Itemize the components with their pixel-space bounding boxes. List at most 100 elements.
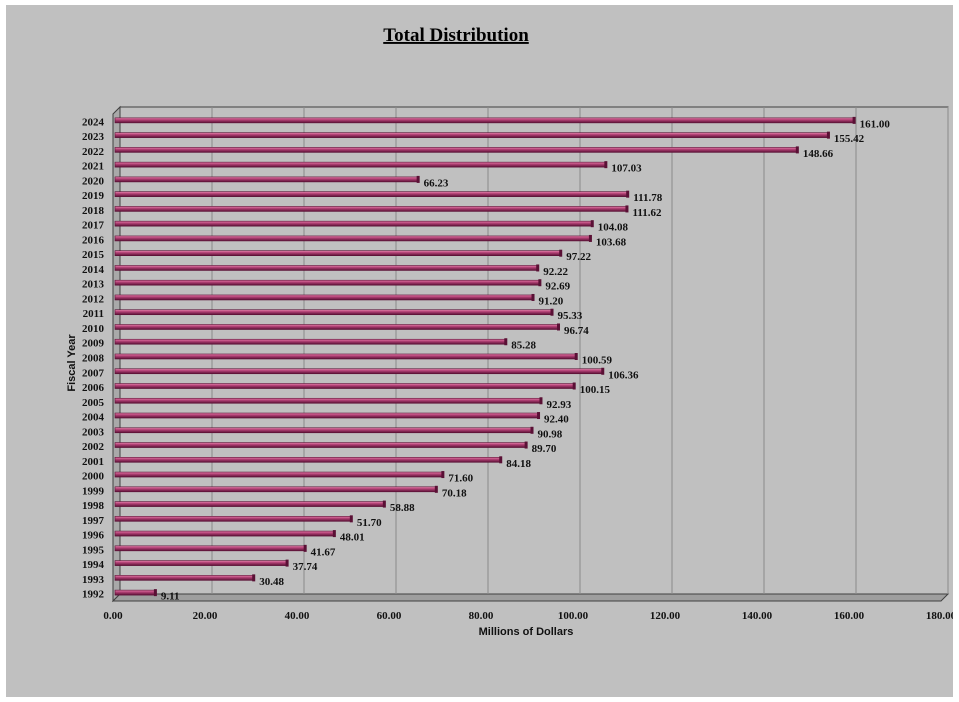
bar-end-cap [504,338,508,346]
y-tick-label: 2023 [82,131,105,143]
bar-end-cap [434,485,438,493]
data-label: 51.70 [357,517,382,529]
bar-end-cap [332,530,336,538]
bar-end-cap [530,426,534,434]
bar-end-cap [349,515,353,523]
bar-end-cap [795,146,799,154]
bar [114,324,559,330]
bar-end-cap [153,589,157,597]
bar-end-cap [559,249,563,257]
y-tick-label: 1993 [82,574,105,586]
data-label: 30.48 [259,576,284,588]
data-label: 58.88 [390,502,415,514]
bar [114,206,627,212]
data-label: 66.23 [424,177,449,189]
bar [114,161,606,168]
y-tick-label: 2014 [82,264,105,276]
y-tick-label: 1999 [82,485,105,497]
bar [114,338,506,345]
bar-chart: Total Distribution 9.11 30.48 37.74 41.67 48… [66,25,953,638]
chart-background: Total Distribution 9.11 30.48 37.74 41.67 48… [6,5,953,697]
bar [114,589,156,596]
data-label: 71.60 [448,473,473,485]
bar [114,132,829,138]
data-label: 103.68 [596,236,627,248]
y-tick-label: 2000 [82,471,105,483]
bar [114,442,526,448]
bar-end-cap [303,544,307,552]
y-tick-label: 2011 [83,308,104,320]
bars [114,116,856,597]
bar-end-cap [531,293,535,301]
bar [114,486,437,493]
x-tick-label: 180.00 [926,610,953,622]
bar-end-cap [601,367,605,375]
bar [114,501,385,507]
bar [114,294,533,301]
data-label: 92.93 [546,399,571,411]
y-tick-label: 2019 [82,190,105,202]
data-label: 107.03 [611,163,642,175]
x-tick-label: 140.00 [742,610,773,622]
data-label: 37.74 [293,561,318,573]
data-label: 91.20 [539,295,564,307]
data-label: 148.66 [803,148,834,160]
bar [114,353,577,360]
bar [114,457,501,463]
bar-end-cap [826,131,830,139]
data-label: 85.28 [511,340,536,352]
y-tick-label: 2022 [82,146,105,158]
data-label: 84.18 [506,458,531,470]
bar-end-cap [416,175,420,183]
bar-end-cap [285,559,289,567]
data-label: 111.78 [633,192,663,204]
data-label: 95.33 [558,310,583,322]
data-label: 111.62 [632,207,662,219]
bar [114,545,305,552]
y-tick-label: 2018 [82,205,105,217]
bar-end-cap [441,471,445,479]
y-tick-label: 2008 [82,353,105,365]
y-tick-label: 2005 [82,397,105,409]
y-tick-label: 1998 [82,500,105,512]
y-tick-label: 1996 [82,530,105,542]
y-tick-label: 2017 [82,220,105,232]
data-label: 89.70 [532,443,557,455]
y-tick-label: 2003 [82,426,105,438]
data-label: 9.11 [161,591,180,603]
bar [114,516,352,522]
data-label: 96.74 [564,325,589,337]
bar [114,117,854,124]
x-tick-label: 120.00 [650,610,681,622]
bar [114,309,552,316]
bar [114,265,538,271]
data-label: 155.42 [834,133,865,145]
bar [114,250,561,256]
bar-end-cap [626,190,630,198]
x-axis-title: Millions of Dollars [479,626,574,638]
data-labels: 9.11 30.48 37.74 41.67 48.01 51.70 58.88 70.18 7… [161,118,890,602]
y-tick-label: 1995 [82,544,105,556]
y-axis-title: Fiscal Year [66,334,78,392]
bar [114,427,532,434]
x-tick-label: 100.00 [558,610,589,622]
y-tick-label: 2016 [82,234,105,246]
bar [114,191,628,197]
data-label: 100.59 [582,355,613,367]
data-label: 70.18 [442,487,467,499]
bar-end-cap [382,500,386,508]
y-tick-label: 2002 [82,441,105,453]
y-tick-label: 2010 [82,323,105,335]
bar [114,220,593,227]
bar-end-cap [536,264,540,272]
bar-end-cap [574,353,578,360]
data-label: 92.22 [543,266,568,278]
data-label: 100.15 [580,384,611,396]
x-tick-label: 80.00 [469,610,494,622]
y-tick-label: 2009 [82,338,105,350]
bar-end-cap [499,456,503,464]
bar [114,397,541,404]
bar-end-cap [625,205,629,213]
data-label: 48.01 [340,532,365,544]
chart-title: Total Distribution [383,25,529,46]
